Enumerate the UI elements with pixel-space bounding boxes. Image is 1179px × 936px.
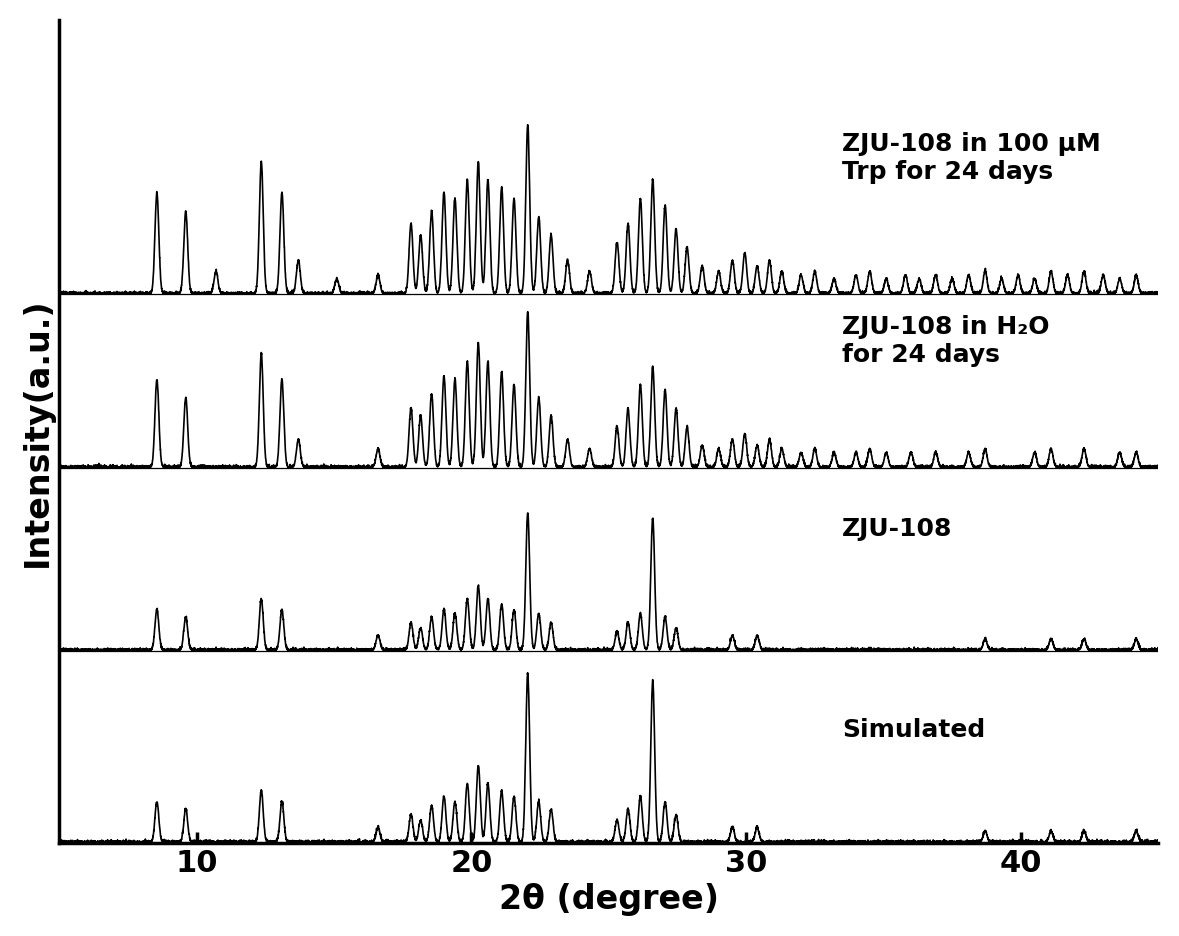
Text: ZJU-108: ZJU-108 (842, 517, 953, 541)
Text: ZJU-108 in 100 μM
Trp for 24 days: ZJU-108 in 100 μM Trp for 24 days (842, 132, 1101, 183)
Text: Simulated: Simulated (842, 718, 986, 741)
Text: ZJU-108 in H₂O
for 24 days: ZJU-108 in H₂O for 24 days (842, 314, 1049, 366)
Y-axis label: Intensity(a.u.): Intensity(a.u.) (21, 297, 54, 566)
X-axis label: 2θ (degree): 2θ (degree) (499, 883, 719, 915)
